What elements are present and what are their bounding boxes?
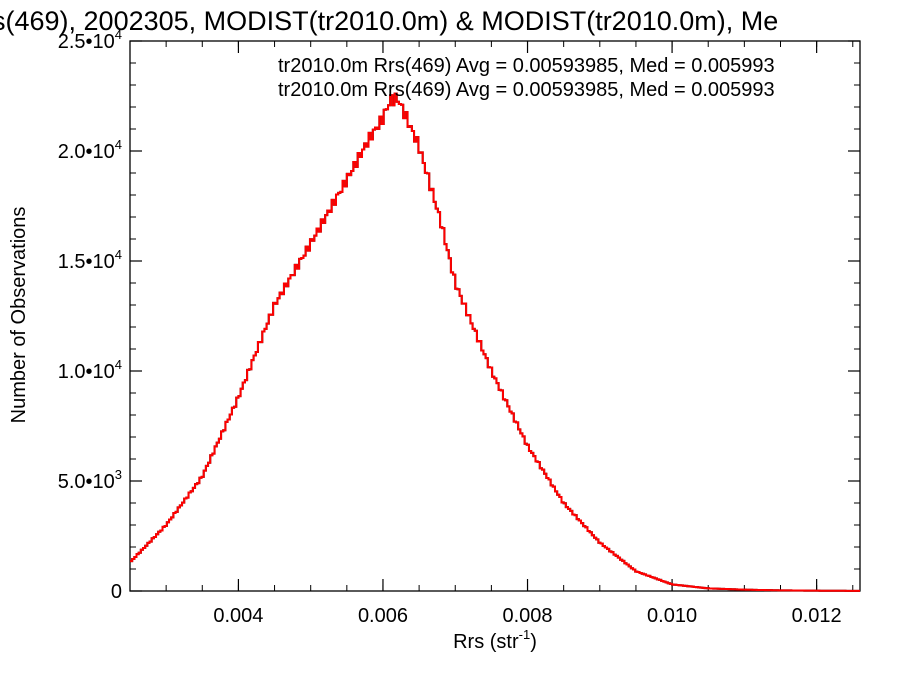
x-tick-label: 0.010 — [647, 605, 697, 627]
y-tick-base: 5.0•10 — [58, 471, 115, 493]
chart-title: s(469), 2002305, MODIST(tr2010.0m) & MOD… — [0, 6, 778, 36]
x-tick-label: 0.012 — [792, 605, 842, 627]
y-tick-exponent: 4 — [115, 27, 122, 42]
x-axis-label-superscript: -1 — [519, 627, 531, 642]
y-tick-exponent: 4 — [115, 137, 122, 152]
x-axis-label-main: Rrs (str — [453, 631, 519, 653]
y-tick-base: 1.5•10 — [58, 251, 115, 273]
x-axis-label: Rrs (str-1) — [453, 627, 537, 653]
y-tick-exponent: 3 — [115, 467, 122, 482]
y-tick-exponent: 4 — [115, 357, 122, 372]
y-tick-label: 5.0•103 — [58, 467, 122, 493]
y-tick-exponent: 4 — [115, 247, 122, 262]
plot-frame — [129, 40, 861, 592]
y-tick-label: 1.5•104 — [58, 247, 122, 273]
y-tick-label: 1.0•104 — [58, 357, 122, 383]
y-tick-base: 2.0•10 — [58, 141, 115, 163]
x-tick-label: 0.004 — [213, 605, 263, 627]
legend-entry-red: tr2010.0m Rrs(469) Avg = 0.00593985, Med… — [278, 79, 775, 101]
plot-border — [129, 40, 861, 592]
series-red-histogram — [130, 92, 860, 592]
legend: tr2010.0m Rrs(469) Avg = 0.00593985, Med… — [278, 55, 775, 101]
series-black-histogram — [130, 92, 860, 592]
y-axis-label: Number of Observations — [8, 207, 30, 424]
y-tick-label: 2.0•104 — [58, 137, 122, 163]
x-axis-label-end: ) — [530, 631, 537, 653]
y-tick-label: 2.5•104 — [58, 27, 122, 53]
y-tick-base: 0 — [111, 581, 122, 603]
legend-entry-black: tr2010.0m Rrs(469) Avg = 0.00593985, Med… — [278, 55, 775, 77]
x-tick-label: 0.006 — [358, 605, 408, 627]
y-tick-base: 1.0•10 — [58, 361, 115, 383]
y-tick-base: 2.5•10 — [58, 31, 115, 53]
x-tick-label: 0.008 — [502, 605, 552, 627]
y-tick-label: 0 — [111, 581, 122, 603]
series-layer — [130, 92, 860, 592]
x-axis: 0.004 0.006 0.008 0.010 0.012 — [129, 41, 854, 627]
